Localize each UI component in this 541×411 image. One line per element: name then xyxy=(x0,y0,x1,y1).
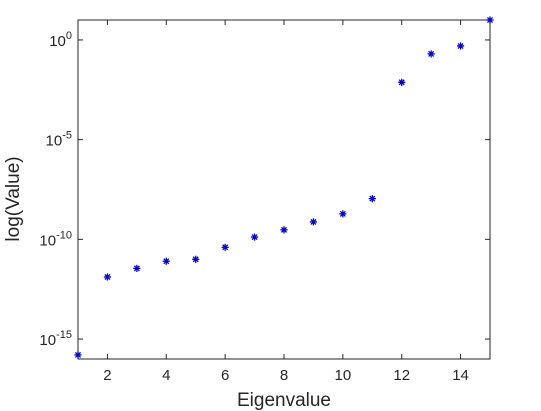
x-tick-label: 6 xyxy=(221,367,229,384)
data-point xyxy=(456,42,465,50)
data-point xyxy=(221,243,229,251)
x-tick-label: 12 xyxy=(393,367,410,384)
data-point xyxy=(103,273,112,281)
data-point xyxy=(398,78,406,86)
data-point xyxy=(368,195,376,203)
data-point xyxy=(339,210,347,218)
data-point xyxy=(486,16,494,24)
x-tick-label: 8 xyxy=(280,367,288,384)
data-point xyxy=(250,233,259,241)
ticks: 2 4 6 8 10 12 14 10-15 10-10 10-5 100 xyxy=(39,20,490,384)
data-point xyxy=(427,50,435,58)
data-points xyxy=(74,16,494,359)
y-tick-label: 100 xyxy=(49,30,72,50)
data-point xyxy=(162,257,170,265)
y-tick-label: 10-10 xyxy=(39,229,72,249)
x-tick-label: 10 xyxy=(335,367,352,384)
y-tick-label: 10-15 xyxy=(39,329,72,349)
x-tick-label: 14 xyxy=(452,367,469,384)
data-point xyxy=(133,264,141,272)
data-point xyxy=(74,351,82,359)
x-axis-label: Eigenvalue xyxy=(237,390,331,411)
y-axis-label: log(Value) xyxy=(3,156,24,241)
data-point xyxy=(280,226,288,234)
data-point xyxy=(309,218,318,226)
y-tick-label: 10-5 xyxy=(46,130,72,150)
x-tick-label: 2 xyxy=(103,367,111,384)
x-tick-label: 4 xyxy=(162,367,170,384)
data-point xyxy=(192,255,200,263)
